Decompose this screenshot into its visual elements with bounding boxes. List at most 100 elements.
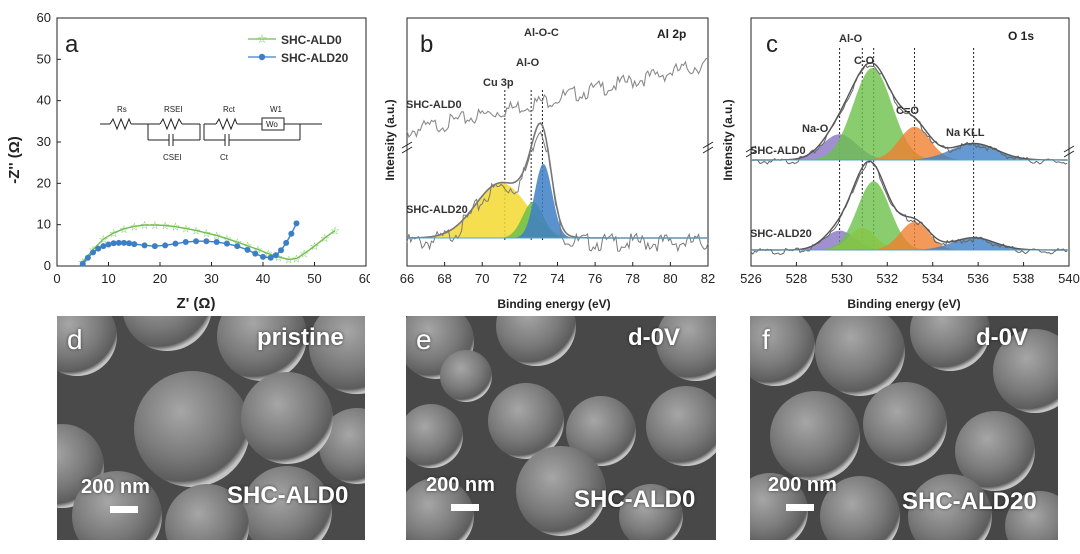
panel-letter-b: b xyxy=(420,31,433,58)
sem-sample-d: SHC-ALD0 xyxy=(227,482,349,509)
data-point-circle xyxy=(283,239,290,246)
sem-condition-e: d-0V xyxy=(628,324,681,351)
x-tick-label: 72 xyxy=(513,271,527,286)
data-point-circle xyxy=(278,247,285,254)
curve-label-ald0: SHC-ALD0 xyxy=(406,99,462,111)
scale-bar-label-f: 200 nm xyxy=(768,474,837,496)
data-point-circle xyxy=(105,241,112,248)
data-point-circle xyxy=(193,238,200,245)
axis-break xyxy=(401,141,413,149)
peak-label-na-kll: Na KLL xyxy=(946,127,985,139)
x-tick-label: 76 xyxy=(588,271,602,286)
data-point-circle xyxy=(172,240,179,247)
sem-condition-f: d-0V xyxy=(976,324,1029,351)
axis-break xyxy=(702,146,714,154)
circuit-label-ct: Ct xyxy=(220,153,229,162)
legend-marker-star: ☆ xyxy=(257,32,268,46)
sem-panel-f: f d-0V 200 nm SHC-ALD20 xyxy=(750,316,1058,540)
panel-c-o1s-xps: 526 528 530 532 534 536 538 540 c O 1s SHC-ALD0… xyxy=(721,17,1080,311)
fit-component-ald20-c-o xyxy=(773,181,975,250)
circuit-label-wo: Wo xyxy=(266,120,278,129)
data-point-star: ☆ xyxy=(299,249,309,261)
curve-label-ald20: SHC-ALD20 xyxy=(750,228,812,240)
y-tick-label: 30 xyxy=(37,134,51,149)
data-point-circle xyxy=(267,254,274,261)
data-point-star: ☆ xyxy=(320,233,330,245)
fit-component-ald0-c=o xyxy=(820,126,1010,160)
sem-panel-e: e d-0V 200 nm SHC-ALD0 xyxy=(406,316,716,540)
data-point-star: ☆ xyxy=(160,220,170,232)
data-point-star: ☆ xyxy=(129,221,139,233)
data-point-circle xyxy=(131,241,138,248)
fit-component-ald20-c=o xyxy=(825,221,1004,250)
x-tick-label: 68 xyxy=(437,271,451,286)
fit-component-cu-3p xyxy=(366,182,658,238)
sem-image-d xyxy=(57,316,365,540)
panel-letter-a: a xyxy=(65,31,79,58)
fit-component-ald20-na-o xyxy=(745,230,935,250)
circuit-labels: Rs RSEI Rct W1 Wo CSEI Ct xyxy=(117,105,283,162)
sem-image-e xyxy=(406,316,716,540)
x-tick-label: 0 xyxy=(53,271,60,286)
y-axis-label: Intensity (a.u.) xyxy=(383,99,397,180)
circuit-label-w1: W1 xyxy=(270,105,283,114)
x-tick-label: 80 xyxy=(663,271,677,286)
panel-b-title: Al 2p xyxy=(657,27,686,41)
data-point-star: ☆ xyxy=(181,223,191,235)
plot-frame xyxy=(750,17,1070,267)
panel-letter-c: c xyxy=(766,31,778,58)
x-tick-label: 74 xyxy=(550,271,564,286)
panel-letter-d: d xyxy=(67,324,83,355)
peak-label-na-o: Na-O xyxy=(802,123,829,135)
data-point-star: ☆ xyxy=(201,228,211,240)
x-tick-label: 70 xyxy=(475,271,489,286)
data-point-circle xyxy=(115,239,122,246)
data-point-circle xyxy=(151,243,158,250)
y-tick-label: 60 xyxy=(37,10,51,25)
data-point-circle xyxy=(95,245,102,252)
peak-label-c=o: C=O xyxy=(896,105,919,117)
panel-c-title: O 1s xyxy=(1008,29,1034,43)
data-point-star: ☆ xyxy=(150,220,160,232)
x-tick-label: 10 xyxy=(101,271,115,286)
circuit-label-rsei: RSEI xyxy=(164,105,183,114)
data-point-star: ☆ xyxy=(253,244,263,256)
x-tick-label: 60 xyxy=(359,271,370,286)
scale-bar-label-e: 200 nm xyxy=(426,474,495,496)
data-point-circle xyxy=(223,240,230,247)
data-point-star: ☆ xyxy=(109,228,119,240)
sem-sample-e: SHC-ALD0 xyxy=(574,486,696,513)
data-point-circle xyxy=(90,249,97,256)
data-point-star: ☆ xyxy=(310,241,320,253)
data-point-circle xyxy=(203,238,210,245)
circuit-label-rs: Rs xyxy=(117,105,127,114)
data-point-circle xyxy=(162,242,169,249)
data-point-star: ☆ xyxy=(263,249,273,261)
x-tick-label: 66 xyxy=(400,271,414,286)
data-point-star: ☆ xyxy=(171,222,181,234)
data-point-circle xyxy=(293,220,300,227)
y-tick-label: 20 xyxy=(37,175,51,190)
data-point-circle xyxy=(126,240,133,247)
x-axis-label: Binding energy (eV) xyxy=(847,297,960,311)
data-point-star: ☆ xyxy=(284,254,294,266)
circuit-label-csei: CSEI xyxy=(163,153,182,162)
y-axis-label: -Z'' (Ω) xyxy=(6,136,23,183)
data-point-circle xyxy=(182,239,189,246)
sem-panel-d: d pristine 200 nm SHC-ALD0 xyxy=(57,316,365,540)
curve-label-ald0: SHC-ALD0 xyxy=(750,145,806,157)
data-point-circle xyxy=(288,230,295,237)
sem-image-f xyxy=(750,316,1058,540)
panel-b-al2p-xps: 66 68 70 72 74 76 78 80 82 b Al 2p SHC-ALD0 SHC-… xyxy=(366,17,715,311)
data-point-circle xyxy=(244,246,251,253)
data-point-circle xyxy=(234,243,241,250)
data-point-star: ☆ xyxy=(330,225,340,237)
legend-label-ald0: SHC-ALD0 xyxy=(281,33,342,47)
sem-condition-d: pristine xyxy=(257,324,344,351)
peak-label-al-o: Al-O xyxy=(839,33,863,45)
axis-break xyxy=(1063,150,1075,158)
x-tick-label: 78 xyxy=(626,271,640,286)
envelope-ald20 xyxy=(751,160,1068,251)
